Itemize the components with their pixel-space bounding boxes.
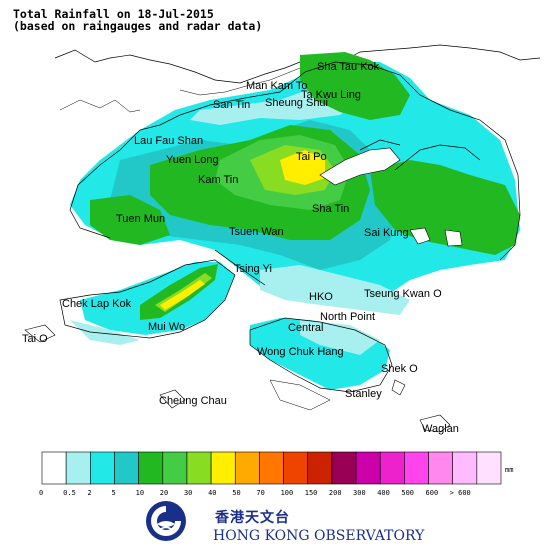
rain-layer-40mm — [280, 150, 325, 185]
legend-swatch — [114, 451, 139, 485]
legend-tick-label: 10 — [136, 489, 144, 497]
place-label: Man Kam To — [246, 80, 308, 92]
legend-tick-label: 600 — [426, 489, 439, 497]
rain-layer-tuenmun — [90, 195, 170, 245]
title-line-2: (based on raingauges and radar data) — [13, 19, 263, 33]
place-label: Cheung Chau — [159, 395, 227, 407]
place-label: Tai Po — [296, 151, 327, 163]
place-label: Sheung Shui — [265, 97, 328, 109]
place-label: Wong Chuk Hang — [257, 346, 344, 358]
lantau-band-40mm — [160, 280, 205, 310]
place-label: Lau Fau Shan — [134, 135, 203, 147]
legend-swatch — [90, 451, 115, 485]
legend-tick-label: > 600 — [450, 489, 471, 497]
legend-swatch — [138, 451, 164, 485]
place-label: Tsuen Wan — [229, 226, 284, 238]
legend-swatch — [452, 451, 478, 485]
legend-swatch — [210, 451, 236, 485]
legend-tick-label: 100 — [281, 489, 294, 497]
legend-swatch — [162, 451, 188, 485]
legend-swatch — [259, 451, 284, 485]
legend-unit: mm — [505, 466, 513, 474]
legend-swatch — [307, 451, 333, 485]
place-label: Tuen Mun — [116, 213, 165, 225]
legend-swatch — [331, 451, 357, 485]
legend-swatch — [234, 451, 260, 485]
kowloon-rain — [260, 265, 410, 315]
legend-swatch — [355, 451, 381, 485]
place-label: HKO — [309, 291, 333, 303]
legend-tick-label: 500 — [401, 489, 414, 497]
legend-tick-label: 0.5 — [63, 489, 76, 497]
legend-tick-label: 2 — [87, 489, 91, 497]
place-label: San Tin — [213, 99, 250, 111]
legend-tick-label: 40 — [208, 489, 216, 497]
lamma-area — [269, 379, 331, 411]
legend-swatch — [65, 451, 91, 485]
legend-swatch — [379, 451, 405, 485]
place-label: Tseung Kwan O — [364, 288, 442, 300]
place-label: Waglan — [422, 423, 459, 435]
islands-outline — [24, 227, 463, 433]
map-title: Total Rainfall on 18-Jul-2015 (based on … — [13, 8, 262, 32]
legend-color-bar — [41, 451, 502, 485]
rain-layer-east — [370, 160, 520, 255]
place-label: Sha Tin — [312, 203, 349, 215]
legend-tick-label: 400 — [377, 489, 390, 497]
legend-tick-label: 300 — [353, 489, 366, 497]
place-label: Sha Tau Kok — [317, 61, 380, 73]
legend-tick-label: 200 — [329, 489, 342, 497]
place-label: Ta Kwu Ling — [301, 89, 361, 101]
legend-tick-label: 30 — [184, 489, 192, 497]
place-label: Chek Lap Kok — [62, 298, 132, 310]
legend-swatch — [476, 451, 502, 485]
hk-island-coastline — [249, 317, 393, 393]
place-label: Stanley — [345, 388, 382, 400]
legend-tick-labels: 0 0.5 2 5 10 20 30 40 50 70 100 150 200 300 400 500 600 >… — [39, 489, 471, 497]
place-label: Mui Wo — [148, 321, 185, 333]
legend-swatch — [404, 451, 429, 485]
legend-tick-label: 0 — [39, 489, 43, 497]
hk-island-light — [300, 320, 380, 355]
legend-swatch — [41, 451, 67, 485]
legend-tick-label: 50 — [232, 489, 240, 497]
place-label: Central — [288, 322, 323, 334]
place-label: Shek O — [381, 363, 418, 375]
place-label: Kam Tin — [198, 174, 238, 186]
place-label: Tsing Yi — [234, 263, 272, 275]
hko-logo-icon — [146, 501, 186, 541]
lantau-light — [70, 320, 140, 345]
legend-tick-label: 20 — [160, 489, 168, 497]
legend-swatch — [428, 451, 453, 485]
hko-chinese-name: 香港天文台 — [215, 510, 290, 526]
legend-tick-label: 70 — [256, 489, 264, 497]
hko-english-name: HONG KONG OBSERVATORY — [213, 528, 425, 544]
title-line-1: Total Rainfall on 18-Jul-2015 — [13, 7, 214, 21]
deep-bay-coast — [59, 99, 141, 113]
lantau-coastline — [59, 259, 236, 339]
legend-swatch — [283, 451, 309, 485]
legend-swatch — [186, 451, 212, 485]
legend-tick-label: 150 — [305, 489, 318, 497]
legend-tick-label: 5 — [111, 489, 115, 497]
shenzhen-coastline — [54, 44, 541, 84]
place-label: Tai O — [22, 333, 48, 345]
tolo-harbour — [319, 147, 401, 186]
place-label: Sai Kung — [364, 227, 409, 239]
sham-chun-river — [179, 67, 301, 96]
place-label: Yuen Long — [166, 154, 219, 166]
place-label: North Point — [320, 311, 375, 323]
